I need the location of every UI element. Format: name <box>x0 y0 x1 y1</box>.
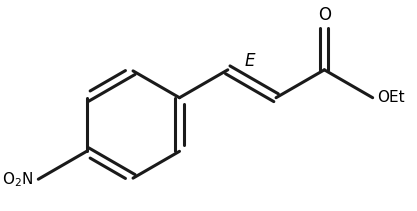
Text: E: E <box>244 52 255 70</box>
Text: O: O <box>318 6 331 24</box>
Text: OEt: OEt <box>377 90 404 105</box>
Text: O$_2$N: O$_2$N <box>2 170 33 189</box>
